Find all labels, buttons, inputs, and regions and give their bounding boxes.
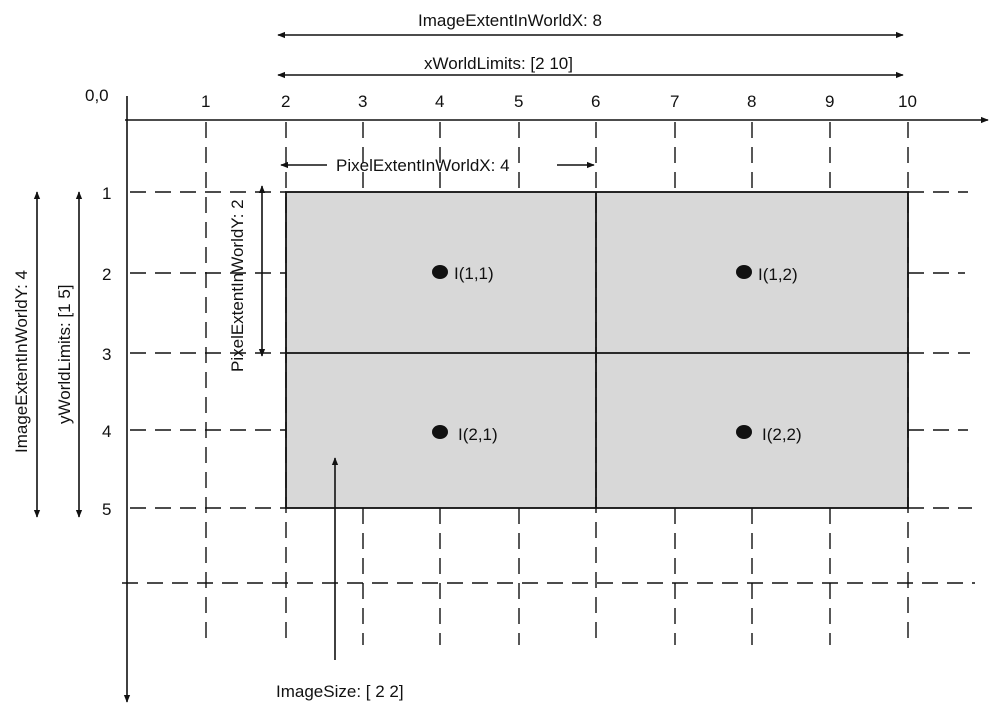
vertical-grid-lines [205,122,909,645]
y-tick-label: 4 [102,422,111,441]
pixel-center-1-1: I(1,1) [432,264,494,283]
pixel-center-dot [736,265,752,279]
x-tick-label: 7 [670,92,679,111]
pixel-extent-y-label: PixelExtentInWorldY: 2 [228,199,247,372]
x-tick-label: 5 [514,92,523,111]
y-tick-label: 3 [102,345,111,364]
pixel-extent-x-label: PixelExtentInWorldX: 4 [336,156,510,175]
x-tick-label: 6 [591,92,600,111]
x-tick-label: 3 [358,92,367,111]
image-extent-y-label: ImageExtentInWorldY: 4 [12,270,31,453]
y-tick-labels: 1 2 3 4 5 [102,184,111,519]
image-area [285,191,909,509]
x-tick-label: 4 [435,92,444,111]
x-tick-label: 10 [898,92,917,111]
y-world-limits-label: yWorldLimits: [1 5] [55,284,74,424]
x-tick-label: 1 [201,92,210,111]
pixel-center-dot [432,425,448,439]
pixel-label: I(2,2) [762,425,802,444]
image-extent-x-label: ImageExtentInWorldX: 8 [418,11,602,30]
x-tick-label: 2 [281,92,290,111]
pixel-label: I(1,1) [454,264,494,283]
pixel-label: I(2,1) [458,425,498,444]
image-size-label: ImageSize: [ 2 2] [276,682,404,701]
pixel-center-2-2: I(2,2) [736,425,802,444]
pixel-center-1-2: I(1,2) [736,265,798,284]
y-tick-label: 5 [102,500,111,519]
pixel-center-dot [432,265,448,279]
x-tick-labels: 1 2 3 4 5 6 7 8 9 10 [201,92,917,111]
pixel-center-2-1: I(2,1) [432,425,498,444]
x-tick-label: 8 [747,92,756,111]
y-tick-label: 2 [102,265,111,284]
pixel-center-dot [736,425,752,439]
y-tick-label: 1 [102,184,111,203]
origin-label: 0,0 [85,86,109,105]
x-tick-label: 9 [825,92,834,111]
x-world-limits-label: xWorldLimits: [2 10] [424,54,573,73]
pixel-label: I(1,2) [758,265,798,284]
